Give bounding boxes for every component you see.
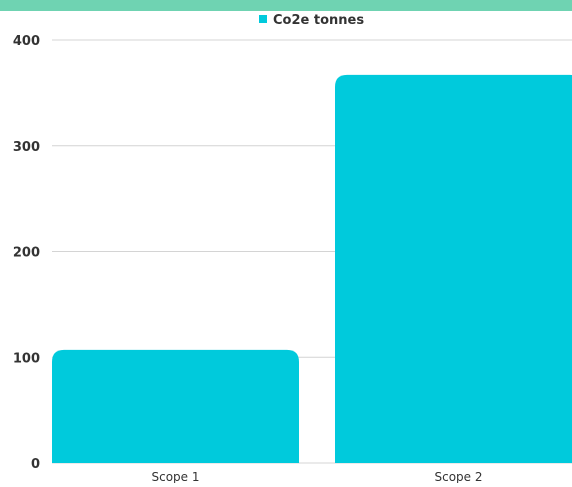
bars <box>52 74 572 463</box>
x-tick-label: Scope 2 <box>434 470 482 483</box>
x-tick-label: Scope 1 <box>151 470 199 483</box>
y-tick-label: 0 <box>31 457 40 472</box>
y-tick-label: 400 <box>13 34 40 49</box>
y-tick-label: 300 <box>13 140 40 155</box>
y-axis-ticks: 0 100 200 300 400 <box>13 34 40 472</box>
y-tick-label: 200 <box>13 246 40 261</box>
legend-swatch <box>259 15 267 23</box>
legend-label: Co2e tonnes <box>273 13 364 28</box>
y-tick-label: 100 <box>13 351 40 366</box>
legend[interactable]: Co2e tonnes <box>259 13 364 28</box>
x-axis-ticks: Scope 1 Scope 2 <box>151 470 482 484</box>
bar-scope-2[interactable] <box>335 74 572 463</box>
bar-scope-1[interactable] <box>52 349 299 463</box>
header-accent-band <box>0 0 572 11</box>
